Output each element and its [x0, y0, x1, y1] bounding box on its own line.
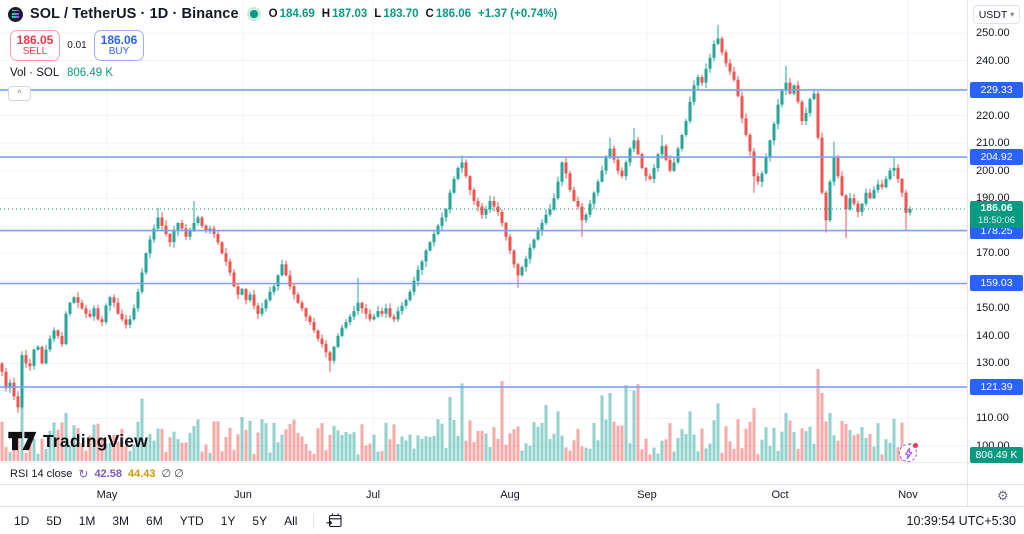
price-tick-label: 250.00: [976, 27, 1010, 39]
go-to-date-button[interactable]: [326, 512, 343, 529]
price-chart-canvas[interactable]: [0, 0, 967, 462]
rsi-value: 42.58: [94, 467, 122, 480]
sell-button[interactable]: 186.05 SELL: [10, 30, 60, 61]
price-tick-label: 220.00: [976, 109, 1010, 122]
symbol-header: SOL / TetherUS · 1D · Binance O 184.69 H…: [8, 6, 557, 22]
currency-label: USDT: [978, 8, 1008, 21]
time-axis[interactable]: ⚙ May Jun Jul Aug Sep Oct Nov: [0, 484, 1024, 507]
solana-logo-icon: [8, 6, 23, 22]
level-price-badge[interactable]: 204.92: [970, 149, 1023, 166]
price-tick-label: 200.00: [976, 164, 1010, 177]
last-price-value: 186.06: [980, 202, 1013, 215]
month-label-aug: Aug: [500, 489, 520, 501]
range-button-ytd[interactable]: YTD: [179, 513, 204, 528]
range-button-1m[interactable]: 1M: [78, 513, 96, 528]
tradingview-watermark: TradingView: [8, 430, 148, 452]
change-value: +1.37 (+0.74%): [478, 8, 558, 20]
date-range-switcher: 1D 5D 1M 3M 6M YTD 1Y 5Y All: [14, 514, 297, 528]
chevron-down-icon: ▾: [1010, 10, 1015, 19]
rsi-ma-value: 44.43: [127, 467, 156, 480]
range-button-all[interactable]: All: [284, 513, 298, 528]
bar-countdown: 18:50:06: [978, 215, 1015, 227]
volume-value-badge: 806.49 K: [970, 447, 1023, 463]
range-button-5d[interactable]: 5D: [46, 513, 62, 528]
open-label: O: [268, 8, 278, 20]
spread-value: 0.01: [67, 40, 87, 51]
range-button-5y[interactable]: 5Y: [252, 513, 268, 528]
market-status-dot-icon[interactable]: [249, 10, 258, 18]
price-tick-label: 110.00: [976, 412, 1009, 425]
axis-corner-separator: [967, 485, 968, 507]
month-label-jun: Jun: [234, 489, 252, 501]
low-label: L: [374, 8, 382, 20]
rsi-empty-values: ∅ ∅: [161, 468, 184, 480]
bottom-toolbar: 1D 5D 1M 3M 6M YTD 1Y 5Y All 10:39:54 UTC+5:30: [0, 506, 1024, 534]
toolbar-divider: [313, 512, 315, 529]
last-price-badge[interactable]: 186.06 18:50:06: [970, 201, 1023, 229]
collapse-legend-button[interactable]: ^: [8, 86, 31, 101]
volume-legend-label: Vol · SOL: [10, 67, 59, 79]
high-value: 187.03: [332, 8, 368, 20]
tradingview-logo-icon: [8, 431, 37, 451]
rsi-title[interactable]: RSI 14 close: [10, 467, 73, 480]
price-tick-label: 240.00: [976, 54, 1010, 67]
month-label-may: May: [96, 489, 118, 501]
symbol-title[interactable]: SOL / TetherUS · 1D · Binance: [30, 6, 239, 22]
open-value: 184.69: [279, 8, 315, 20]
level-price-badge[interactable]: 121.39: [970, 379, 1023, 396]
rsi-pane-legend[interactable]: RSI 14 close ↻ 42.58 44.43 ∅ ∅: [0, 462, 967, 484]
tradingview-watermark-text: TradingView: [43, 430, 148, 451]
buy-label: BUY: [108, 45, 130, 57]
volume-legend[interactable]: Vol · SOL 806.49 K: [10, 67, 113, 79]
price-axis[interactable]: USDT ▾ 250.00 240.00 220.00 210.00 200.00 190…: [967, 0, 1024, 484]
sell-label: SELL: [22, 45, 48, 57]
price-tick-label: 140.00: [976, 329, 1010, 342]
trade-buttons: 186.05 SELL 0.01 186.06 BUY: [10, 30, 144, 61]
month-label-jul: Jul: [365, 489, 381, 501]
notification-dot: [913, 443, 918, 448]
buy-price: 186.06: [100, 32, 138, 47]
range-button-1y[interactable]: 1Y: [220, 513, 236, 528]
buy-button[interactable]: 186.06 BUY: [94, 30, 144, 61]
level-price-badge[interactable]: 229.33: [970, 81, 1023, 98]
price-tick-label: 150.00: [976, 302, 1010, 315]
clock-timezone[interactable]: 10:39:54 UTC+5:30: [906, 513, 1016, 528]
month-label-oct: Oct: [771, 489, 789, 501]
currency-selector[interactable]: USDT ▾: [973, 5, 1020, 24]
low-value: 183.70: [383, 8, 419, 20]
volume-legend-value: 806.49 K: [67, 67, 114, 79]
range-button-1d[interactable]: 1D: [14, 513, 30, 528]
rsi-loading-icon: ↻: [78, 466, 89, 481]
high-label: H: [321, 8, 331, 20]
range-button-6m[interactable]: 6M: [146, 513, 163, 528]
sell-price: 186.05: [16, 32, 54, 47]
chart-pane[interactable]: [0, 0, 967, 462]
price-tick-label: 210.00: [976, 137, 1010, 150]
axis-settings-gear-icon[interactable]: ⚙: [997, 488, 1009, 503]
month-label-sep: Sep: [637, 489, 657, 501]
calendar-icon: [326, 513, 342, 528]
price-tick-label: 170.00: [976, 247, 1010, 260]
close-value: 186.06: [435, 8, 471, 20]
close-label: C: [425, 8, 434, 20]
range-button-3m[interactable]: 3M: [112, 513, 130, 528]
ohlc-values: O 184.69 H 187.03 L 183.70 C 186.06 +1.3…: [269, 8, 558, 20]
flash-reactions-icon[interactable]: [899, 443, 918, 462]
month-label-nov: Nov: [898, 489, 918, 501]
level-price-badge[interactable]: 159.03: [970, 275, 1023, 292]
price-tick-label: 130.00: [976, 357, 1010, 370]
